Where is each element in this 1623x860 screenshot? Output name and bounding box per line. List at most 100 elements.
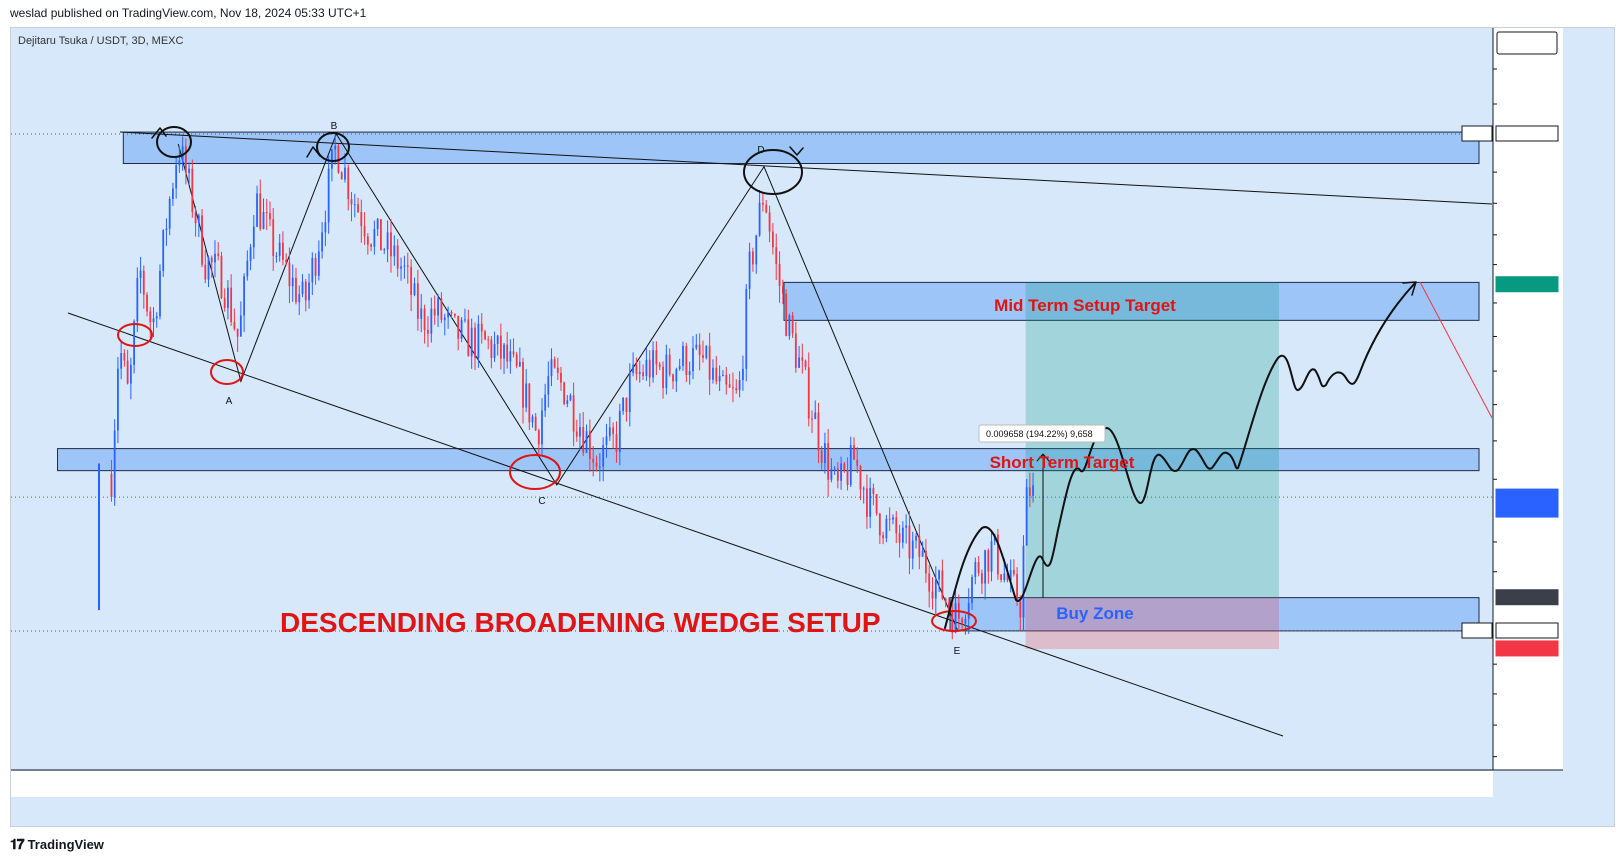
position-loss-area[interactable] (1025, 597, 1279, 650)
candle (981, 573, 983, 584)
low-circle[interactable] (509, 454, 561, 490)
currency-box[interactable] (1496, 31, 1558, 55)
candle (801, 357, 804, 361)
candle (566, 400, 569, 405)
low-circle[interactable] (931, 610, 977, 632)
candle (477, 323, 480, 359)
candle (849, 445, 852, 485)
candle (227, 287, 229, 308)
candle (484, 331, 486, 340)
candle (110, 473, 113, 498)
candle (301, 281, 304, 295)
candle (453, 313, 456, 316)
candle (725, 374, 728, 385)
candle (572, 395, 575, 432)
candle (175, 165, 178, 189)
candle (1028, 487, 1031, 496)
candle (246, 260, 249, 277)
symbol-title: Dejitaru Tsuka / USDT, 3D, MEXC (18, 35, 184, 47)
candle (762, 202, 764, 205)
candle (220, 255, 223, 298)
measure-arrowhead[interactable] (1036, 453, 1050, 462)
candle (522, 361, 524, 408)
price-badge (1495, 488, 1559, 518)
candle (366, 236, 369, 245)
candle (967, 602, 970, 619)
candle (768, 212, 771, 232)
candle (827, 443, 830, 480)
price-badge (1495, 640, 1559, 657)
candle (191, 168, 194, 213)
candle (460, 319, 463, 339)
projection-line[interactable] (1419, 281, 1492, 419)
candle (987, 550, 990, 572)
candle (396, 245, 399, 269)
candle (447, 311, 450, 318)
zone-buy-zone[interactable] (949, 597, 1480, 632)
peak-circle[interactable] (743, 149, 803, 195)
wedge-lower-trendline[interactable] (67, 312, 1284, 737)
projection-arrowhead[interactable] (1402, 281, 1417, 296)
candle (625, 397, 628, 413)
candle (758, 202, 761, 236)
candle (862, 488, 865, 490)
candle (582, 427, 585, 453)
candle (350, 199, 353, 205)
candle (416, 283, 419, 319)
peak-arrow-mark[interactable] (151, 127, 167, 139)
candle (605, 436, 608, 446)
level-tag-box (1461, 125, 1493, 142)
peak-circle[interactable] (156, 126, 192, 158)
time-axis[interactable] (11, 771, 1493, 797)
candle (515, 354, 518, 367)
mid-term-target-label: Mid Term Setup Target (994, 296, 1176, 315)
candle (340, 172, 343, 180)
candle (1019, 601, 1022, 618)
level-tag-box (1461, 622, 1493, 639)
candle (123, 352, 126, 361)
candle (149, 311, 152, 323)
wave-zigzag-line[interactable] (177, 132, 959, 632)
candle (579, 427, 581, 437)
candle (668, 354, 671, 375)
candle (133, 321, 135, 365)
candle (400, 266, 402, 269)
peak-arrow-mark[interactable] (306, 146, 321, 158)
candle (1012, 569, 1015, 575)
candle (788, 315, 791, 336)
candle (440, 298, 443, 321)
candle (853, 445, 855, 460)
candle (295, 277, 297, 303)
candle (984, 550, 987, 584)
candle (794, 333, 797, 368)
candle (602, 445, 605, 467)
candle (807, 367, 810, 419)
candle (197, 215, 200, 224)
candle (324, 222, 327, 233)
peak-arrow-mark[interactable] (789, 146, 804, 156)
candle (233, 322, 236, 329)
candle (755, 235, 758, 265)
zone-mid-term-target[interactable] (783, 281, 1480, 321)
candle (443, 317, 446, 321)
low-circle[interactable] (210, 359, 244, 385)
candle (184, 146, 187, 173)
candle (941, 570, 944, 599)
candle (146, 294, 148, 312)
candle (288, 262, 291, 287)
measure-label-box (978, 424, 1106, 443)
candle (856, 459, 859, 466)
candle (518, 361, 521, 367)
candle (413, 283, 416, 295)
candle (954, 603, 957, 633)
candle (373, 229, 376, 247)
candle (840, 463, 842, 481)
candle (480, 323, 483, 332)
peak-circle[interactable] (316, 132, 350, 162)
footer-branding: 𝟏𝟕 TradingView (10, 836, 104, 853)
candle (239, 315, 242, 337)
candle (811, 418, 813, 420)
low-circle[interactable] (117, 323, 153, 347)
candle (390, 232, 392, 257)
